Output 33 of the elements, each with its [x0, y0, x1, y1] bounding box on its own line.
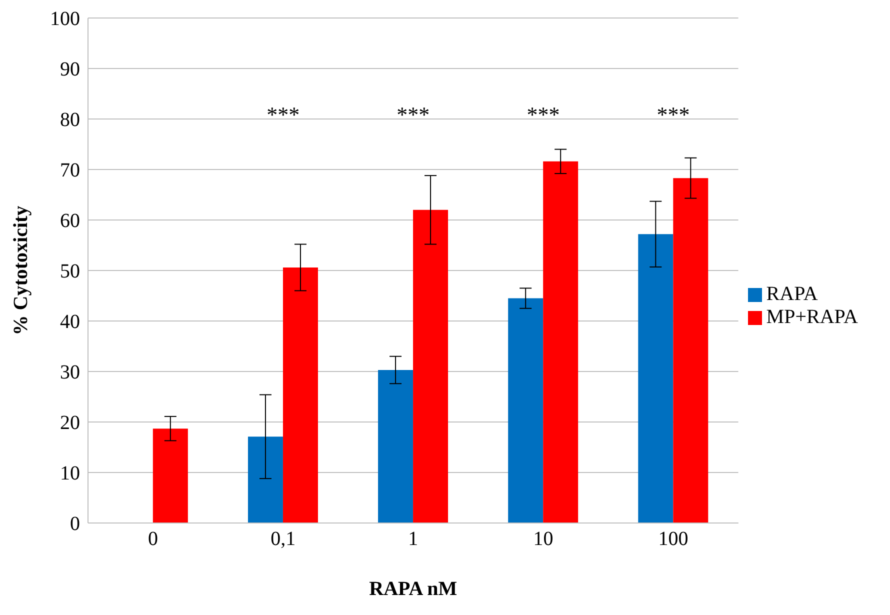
- annotation: ***: [396, 102, 430, 127]
- y-tick-label: 70: [60, 160, 80, 182]
- bar: [638, 234, 674, 523]
- bar: [248, 436, 283, 523]
- bar: [282, 267, 318, 523]
- bar: [378, 370, 414, 523]
- y-tick-label: 90: [60, 58, 80, 81]
- y-axis-title: % Cytotoxicity: [10, 206, 32, 336]
- y-tick-label: 0: [70, 513, 80, 536]
- bar: [152, 428, 188, 523]
- annotation: ***: [526, 102, 560, 127]
- bar: [543, 161, 578, 523]
- y-tick-label: 60: [60, 210, 80, 232]
- bar: [673, 178, 708, 523]
- x-axis-title: RAPA nM: [369, 578, 458, 600]
- y-tick-label: 100: [50, 8, 80, 30]
- annotation: ***: [656, 102, 690, 127]
- y-tick-label: 10: [60, 462, 80, 485]
- y-tick-label: 30: [60, 362, 80, 384]
- y-tick-label: 50: [60, 260, 80, 283]
- legend-label: MP+RAPA: [766, 306, 858, 328]
- legend-label: RAPA: [766, 282, 818, 304]
- y-tick-label: 80: [60, 109, 80, 132]
- x-tick-label: 0,1: [270, 528, 296, 550]
- annotation: ***: [266, 102, 300, 127]
- bar: [508, 298, 544, 523]
- x-tick-label: 1: [408, 528, 418, 550]
- x-tick-label: 0: [148, 528, 158, 550]
- bar: [413, 210, 448, 523]
- y-tick-label: 40: [60, 311, 80, 334]
- x-tick-label: 100: [658, 528, 688, 550]
- y-tick-label: 20: [60, 412, 80, 434]
- x-tick-label: 10: [533, 528, 554, 550]
